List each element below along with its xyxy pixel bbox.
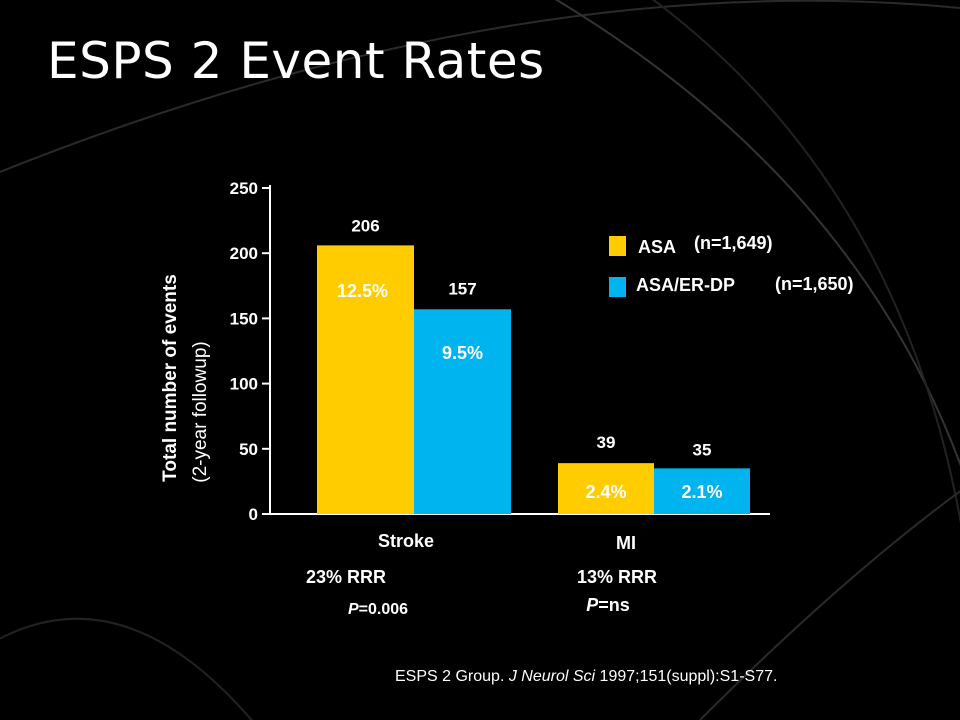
category-label: Stroke [378,531,434,551]
citation-suffix: 1997;151(suppl):S1-S77. [595,668,778,685]
bar-value-label: 157 [448,279,476,298]
rrr-annotation: 23% RRR [306,567,386,587]
bar-percent-label: 2.1% [681,482,722,502]
rrr-annotation: 13% RRR [577,567,657,587]
y-tick-label: 0 [249,505,258,524]
y-axis-label: Total number of events [160,274,181,482]
y-axis-sublabel: (2-year followup) [190,341,211,483]
legend-label: ASA [638,237,676,257]
legend-swatch [609,236,626,256]
bar-value-label: 39 [597,433,616,452]
category-label: MI [616,533,636,553]
bar-mi-asa-er-dp [654,468,750,514]
bar-percent-label: 12.5% [337,281,388,301]
bar-stroke-asa-er-dp [414,309,511,514]
y-tick-label: 150 [230,309,258,328]
slide-title: ESPS 2 Event Rates [47,32,545,90]
p-value-annotation: P=ns [586,595,630,615]
bar-value-label: 206 [351,216,379,235]
citation-journal: J Neurol Sci [508,668,596,685]
citation: ESPS 2 Group. J Neurol Sci 1997;151(supp… [395,668,777,686]
citation-prefix: ESPS 2 Group. [395,668,509,685]
legend-label: ASA/ER-DP [636,275,735,295]
bar-stroke-asa [317,245,414,514]
bar-percent-label: 2.4% [585,482,626,502]
legend-n-label: (n=1,649) [694,233,773,253]
bar-percent-label: 9.5% [442,343,483,363]
legend-n-label: (n=1,650) [775,274,854,294]
p-value-annotation: P=0.006 [348,601,408,618]
bar-value-label: 35 [693,440,712,459]
y-tick-label: 200 [230,244,258,263]
y-tick-label: 250 [230,179,258,198]
y-tick-label: 50 [239,440,258,459]
bar-mi-asa [558,463,654,514]
y-tick-label: 100 [230,375,258,394]
legend-swatch [609,277,626,297]
